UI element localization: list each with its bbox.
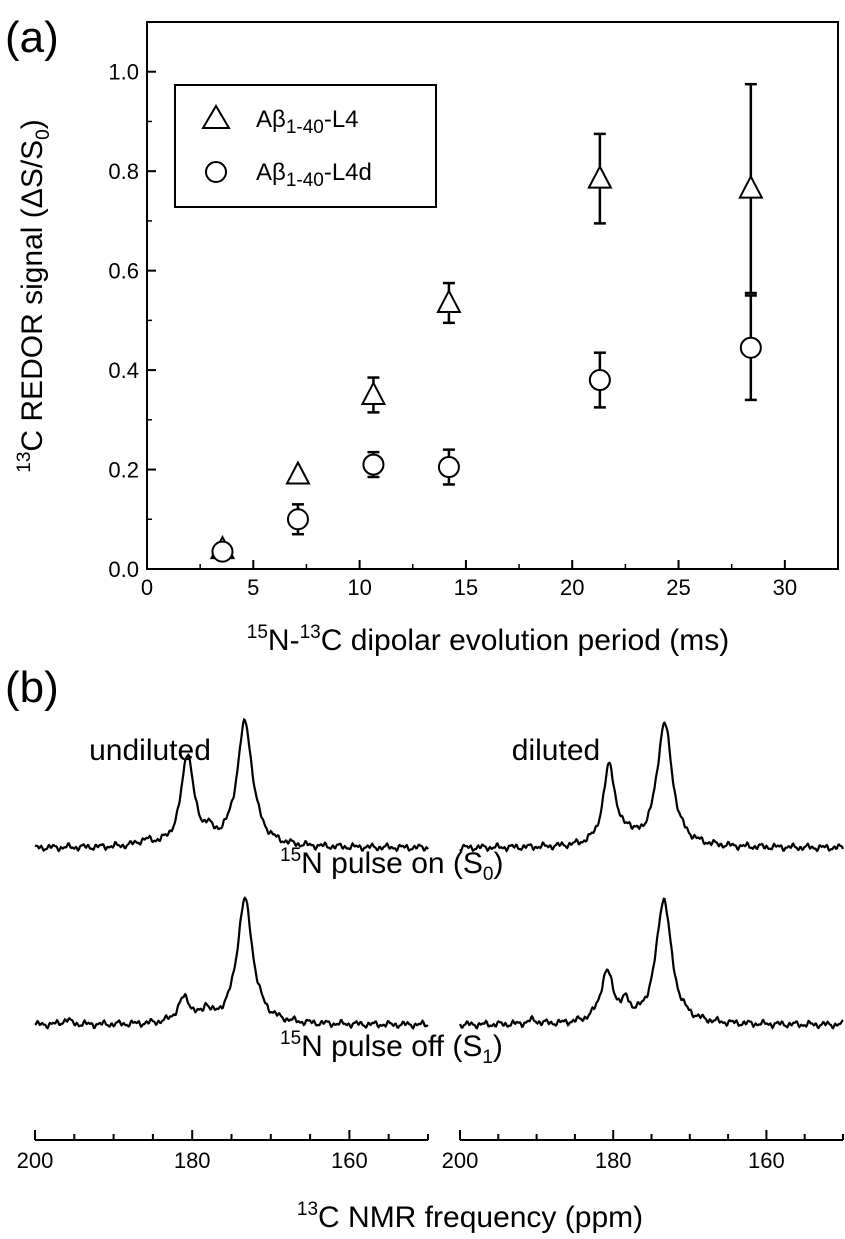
axis-ticks: 0 5 10 15 20 25 30 0.0 0.2 0.4 0.6 0.8 1.0 — [108, 21, 797, 600]
legend-entry-1: Aβ1-40-L4 — [256, 106, 359, 138]
y-tick-label: 0.8 — [108, 159, 139, 184]
triangle-point — [436, 288, 462, 313]
spectrum-traces — [34, 717, 845, 1030]
y-tick-label: 0.4 — [108, 358, 139, 383]
x-tick-label: 20 — [560, 575, 584, 600]
spectrum-tick-label: 160 — [331, 1148, 368, 1173]
spectrum-trace — [459, 897, 844, 1030]
legend: Aβ1-40-L4 Aβ1-40-L4d — [174, 84, 437, 208]
x-tick-label: 5 — [247, 575, 259, 600]
y-tick-label: 0.6 — [108, 259, 139, 284]
circle-point — [362, 453, 385, 476]
x-tick-label: 15 — [454, 575, 478, 600]
redor-plot: 0 5 10 15 20 25 30 0.0 0.2 0.4 0.6 0.8 1.0 Aβ1-40-L4… — [14, 21, 839, 657]
data-marks — [209, 82, 764, 563]
triangle-point — [587, 164, 613, 189]
triangle-point — [360, 380, 387, 405]
panel-title-diluted: diluted — [512, 734, 600, 767]
x-tick-label: 25 — [666, 575, 690, 600]
circle-point — [211, 540, 234, 563]
circle-point — [739, 336, 762, 359]
spectrum-trace — [34, 896, 429, 1030]
x-tick-label: 30 — [773, 575, 797, 600]
plot-frame — [146, 21, 839, 570]
spectrum-tick-label: 180 — [174, 1148, 211, 1173]
spectrum-x-axis-title: 13C NMR frequency (ppm) — [297, 1199, 643, 1234]
legend-box — [174, 84, 437, 208]
spectrum-axes: 200 180 160 200 180 160 — [17, 1130, 844, 1173]
triangle-point — [285, 460, 311, 485]
spectrum-trace — [34, 717, 429, 853]
x-axis-title: 15N-13C dipolar evolution period (ms) — [247, 622, 729, 657]
trace-label-pulse-off: 15N pulse off (S1) — [280, 1028, 503, 1068]
y-axis-title: 13C REDOR signal (ΔS/S0) — [14, 119, 54, 473]
spectrum-tick-label: 160 — [748, 1148, 785, 1173]
y-tick-label: 1.0 — [108, 60, 139, 85]
y-tick-label: 0.0 — [108, 557, 139, 582]
trace-label-pulse-on: 15N pulse on (S0) — [280, 845, 503, 885]
spectrum-tick-label: 180 — [595, 1148, 632, 1173]
triangle-point — [738, 174, 764, 199]
circle-point — [588, 369, 611, 392]
panel-title-undiluted: undiluted — [89, 734, 211, 767]
x-tick-label: 0 — [141, 575, 153, 600]
y-tick-label: 0.2 — [108, 458, 139, 483]
circle-point — [437, 456, 460, 479]
spectrum-tick-label: 200 — [17, 1148, 54, 1173]
spectrum-trace — [459, 721, 845, 853]
circle-point — [286, 508, 309, 531]
nmr-spectra: undiluted diluted 15N pulse on (S0) 15N … — [17, 717, 845, 1234]
legend-triangle-marker — [201, 104, 231, 129]
spectrum-tick-label: 200 — [442, 1148, 479, 1173]
x-tick-label: 10 — [347, 575, 371, 600]
legend-entry-2: Aβ1-40-L4d — [256, 159, 372, 191]
panel-b-label: (b) — [5, 663, 59, 712]
legend-circle-marker — [205, 161, 227, 183]
panel-a-label: (a) — [5, 13, 59, 62]
